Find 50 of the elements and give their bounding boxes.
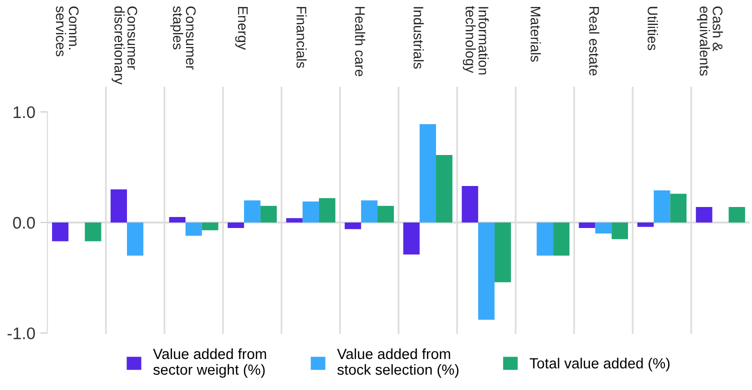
x-tick-label: Information technology: [462, 6, 489, 74]
bar: [494, 222, 511, 282]
x-tick-label: Comm. services: [56, 6, 79, 56]
x-tick-label: Materials: [530, 6, 541, 62]
bar: [169, 216, 186, 222]
x-tick-label: Cash & equivalents: [696, 6, 723, 76]
bar: [670, 194, 687, 222]
bar: [578, 222, 596, 228]
bar: [110, 189, 127, 222]
bar: [126, 222, 144, 256]
bar: [302, 201, 319, 222]
bar: [202, 222, 218, 230]
bar: [286, 218, 303, 222]
y-tick-label: 1.0: [14, 106, 35, 118]
legend-label: Value added from sector weight (%): [153, 348, 266, 378]
legend-label: Value added from stock selection (%): [337, 348, 458, 378]
bar: [244, 200, 260, 222]
bar: [436, 155, 452, 222]
bar: [462, 186, 478, 222]
bar: [553, 222, 570, 256]
legend-label: Total value added (%): [530, 358, 670, 372]
bar: [595, 222, 612, 234]
x-tick-label: Financials: [296, 6, 307, 68]
bar: [612, 222, 628, 240]
bar: [696, 207, 712, 222]
bar: [536, 222, 554, 256]
x-tick-label: Utilities: [648, 6, 658, 50]
x-tick-label: Consumer staples: [170, 6, 196, 70]
bar: [637, 222, 654, 227]
bar: [84, 222, 102, 242]
bar: [728, 207, 746, 222]
bar: [318, 198, 336, 222]
x-tick-label: Real estate: [589, 6, 600, 76]
bar: [654, 190, 670, 222]
bar: [361, 200, 378, 222]
x-tick-label: Health care: [355, 6, 366, 76]
bar: [186, 222, 202, 236]
y-tick-label: -1.0: [8, 327, 35, 340]
bar: [403, 222, 420, 255]
bar: [420, 124, 436, 222]
bar: [228, 222, 244, 228]
bar: [344, 222, 362, 230]
x-tick-label: Energy: [235, 6, 248, 50]
bar: [260, 206, 277, 222]
x-tick-label: Consumer discretionary: [112, 6, 138, 85]
y-tick-label: 0.0: [13, 216, 35, 229]
bar: [478, 222, 495, 320]
bar: [377, 206, 394, 222]
x-tick-label: Industrials: [414, 7, 424, 69]
bar: [52, 222, 68, 242]
